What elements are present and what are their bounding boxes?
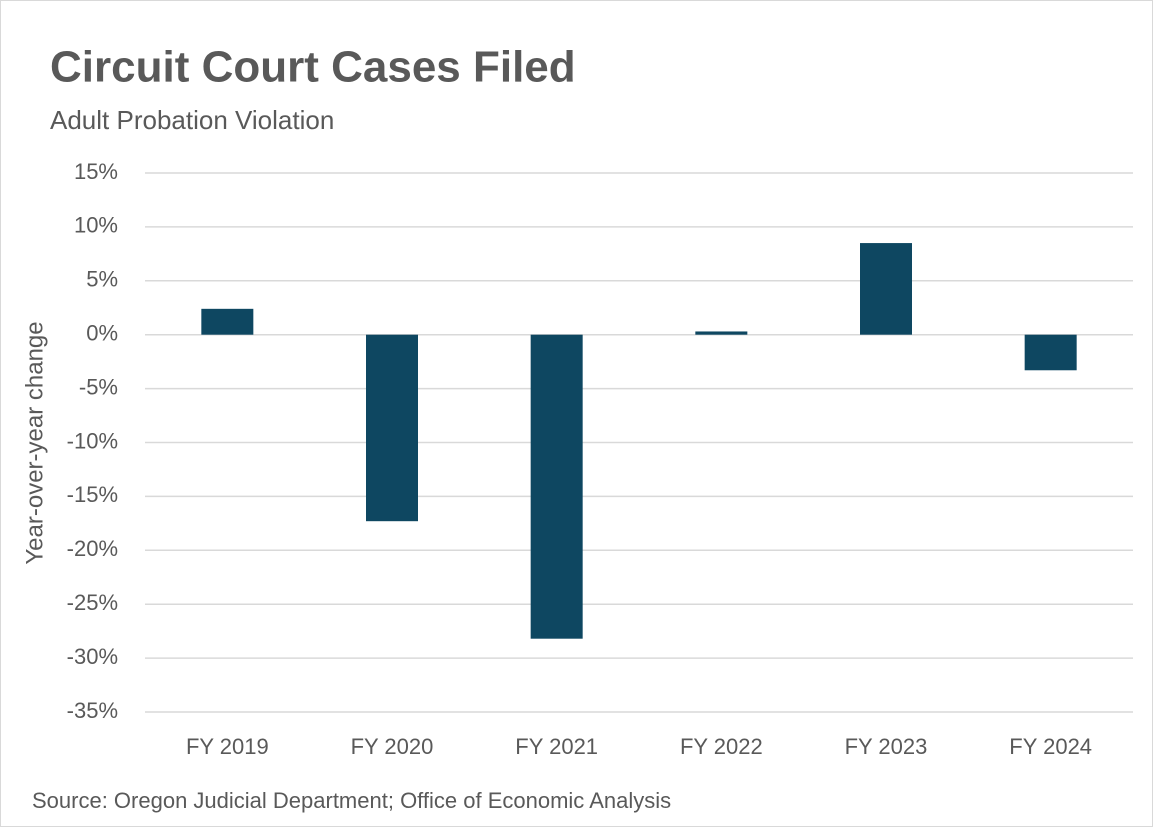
bar (860, 243, 912, 335)
y-tick-label: 5% (86, 267, 118, 292)
y-tick-label: -35% (67, 698, 118, 723)
x-tick-label: FY 2022 (680, 734, 763, 759)
source-note: Source: Oregon Judicial Department; Offi… (32, 788, 671, 813)
bar (695, 331, 748, 335)
x-tick-label: FY 2021 (515, 734, 598, 759)
chart-subtitle: Adult Probation Violation (50, 105, 334, 135)
x-tick-label: FY 2024 (1009, 734, 1092, 759)
y-tick-label: 10% (74, 213, 118, 238)
bar (1024, 334, 1077, 371)
x-tick-label: FY 2020 (351, 734, 434, 759)
y-tick-label: 15% (74, 159, 118, 184)
y-tick-label: -25% (67, 590, 118, 615)
y-axis-label: Year-over-year change (21, 321, 48, 564)
y-tick-label: -30% (67, 644, 118, 669)
y-tick-label: -10% (67, 428, 118, 453)
x-tick-label: FY 2019 (186, 734, 269, 759)
bar (366, 334, 418, 522)
bar (530, 334, 583, 639)
bar (201, 308, 254, 335)
y-tick-label: -15% (67, 482, 118, 507)
x-tick-label: FY 2023 (845, 734, 928, 759)
y-tick-label: -20% (67, 536, 118, 561)
y-tick-label: -5% (79, 374, 118, 399)
y-tick-label: 0% (86, 321, 118, 346)
chart-title: Circuit Court Cases Filed (50, 43, 576, 92)
